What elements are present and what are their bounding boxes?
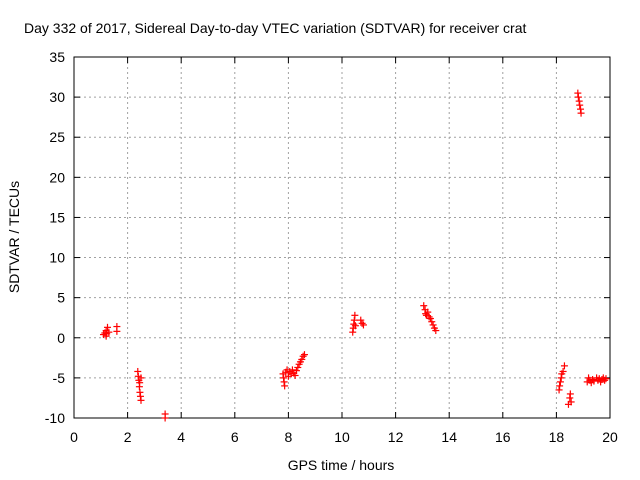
data-point bbox=[567, 398, 575, 406]
data-point bbox=[589, 375, 597, 383]
y-tick-label: 5 bbox=[57, 290, 65, 306]
chart-title: Day 332 of 2017, Sidereal Day-to-day VTE… bbox=[24, 20, 526, 36]
x-axis-label: GPS time / hours bbox=[288, 457, 395, 473]
data-point bbox=[576, 101, 584, 109]
y-tick-label: 25 bbox=[49, 129, 65, 145]
data-point bbox=[556, 378, 564, 386]
data-point bbox=[432, 327, 440, 335]
data-point bbox=[559, 367, 567, 375]
data-point bbox=[298, 355, 306, 363]
x-tick-label: 20 bbox=[602, 429, 618, 445]
data-point bbox=[424, 308, 432, 316]
data-point bbox=[161, 414, 169, 422]
data-point bbox=[351, 311, 359, 319]
data-point bbox=[429, 321, 437, 329]
data-point bbox=[566, 390, 574, 398]
x-tick-label: 18 bbox=[549, 429, 565, 445]
y-tick-label: 35 bbox=[49, 49, 65, 65]
x-tick-label: 10 bbox=[334, 429, 350, 445]
data-point bbox=[426, 315, 434, 323]
data-point bbox=[602, 375, 610, 383]
data-point bbox=[428, 318, 436, 326]
data-point bbox=[556, 382, 564, 390]
data-point bbox=[137, 396, 145, 404]
data-point bbox=[103, 330, 111, 338]
data-point bbox=[104, 323, 111, 331]
gridlines bbox=[74, 57, 610, 418]
data-point bbox=[560, 362, 568, 370]
x-tick-label: 6 bbox=[231, 429, 239, 445]
data-point bbox=[288, 366, 296, 374]
data-point bbox=[601, 376, 609, 384]
data-point bbox=[113, 323, 121, 331]
x-tick-label: 16 bbox=[495, 429, 511, 445]
data-points bbox=[99, 89, 610, 422]
x-tick-label: 8 bbox=[285, 429, 293, 445]
data-point bbox=[577, 109, 585, 117]
x-tick-label: 2 bbox=[124, 429, 132, 445]
data-point bbox=[300, 351, 308, 359]
data-point bbox=[425, 313, 433, 321]
y-tick-label: 20 bbox=[49, 169, 65, 185]
data-point bbox=[281, 382, 289, 390]
data-point bbox=[420, 302, 428, 310]
data-point bbox=[292, 367, 300, 375]
x-tick-label: 0 bbox=[70, 429, 78, 445]
axes: 0 2 4 6 8 10 12 14 16 18 20 -10 -5 0 5 10 15 20 25 30 35 bbox=[45, 49, 618, 445]
data-point bbox=[357, 316, 365, 324]
data-point bbox=[574, 93, 582, 101]
data-point bbox=[137, 374, 145, 382]
y-axis-label: SDTVAR / TECUs bbox=[6, 181, 22, 293]
data-point bbox=[291, 371, 299, 379]
y-tick-label: 10 bbox=[49, 250, 65, 266]
x-tick-label: 12 bbox=[388, 429, 404, 445]
x-tick-label: 4 bbox=[177, 429, 185, 445]
data-point bbox=[358, 319, 366, 327]
data-point bbox=[359, 321, 367, 329]
data-point bbox=[351, 322, 359, 330]
y-tick-label: 30 bbox=[49, 89, 65, 105]
x-tick-label: 14 bbox=[441, 429, 457, 445]
y-tick-label: 15 bbox=[49, 209, 65, 225]
y-tick-label: 0 bbox=[57, 330, 65, 346]
plot-frame bbox=[73, 56, 611, 419]
y-tick-label: -10 bbox=[45, 410, 65, 426]
data-point bbox=[299, 352, 307, 360]
y-tick-label: -5 bbox=[53, 370, 66, 386]
data-point bbox=[294, 363, 302, 371]
